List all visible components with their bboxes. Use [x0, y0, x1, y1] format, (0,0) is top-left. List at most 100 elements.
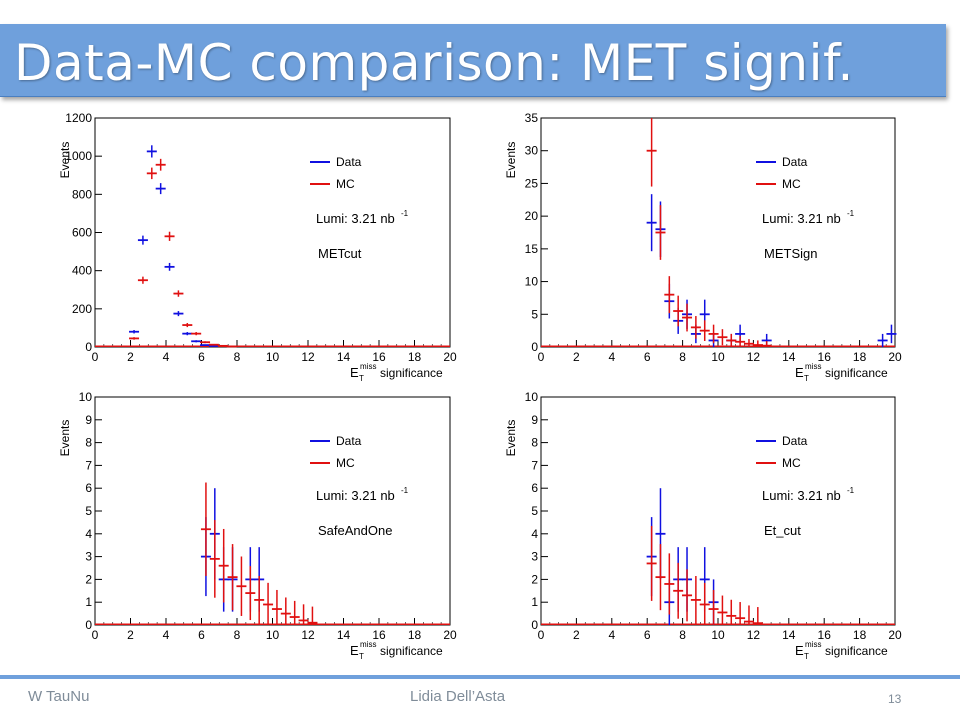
y-tick-label: 4: [531, 527, 538, 541]
y-tick-label: 5: [85, 504, 92, 518]
x-tick-label: 14: [337, 350, 351, 364]
chart-panel-METcut: 0 2 4 6 8 10 12 14 16 18 20020040060080010001200Ev…: [58, 111, 457, 383]
x-axis-label: significance: [380, 366, 443, 380]
x-axis-label: significance: [825, 644, 888, 658]
x-tick-label: 10: [711, 628, 725, 642]
y-tick-label: 600: [72, 226, 92, 240]
y-axis-label: Events: [58, 420, 72, 457]
y-tick-label: 2: [531, 572, 538, 586]
x-tick-label: 12: [301, 628, 315, 642]
y-tick-label: 0: [85, 618, 92, 632]
legend-label-data: Data: [782, 434, 808, 448]
y-tick-label: 3: [85, 550, 92, 564]
x-axis-superscript: miss: [805, 362, 821, 371]
y-tick-label: 5: [531, 504, 538, 518]
selection-label: Et_cut: [764, 523, 801, 538]
y-tick-label: 30: [525, 144, 539, 158]
x-tick-label: 0: [92, 350, 99, 364]
y-tick-label: 8: [85, 436, 92, 450]
selection-label: METSign: [764, 246, 817, 261]
x-tick-label: 12: [747, 350, 761, 364]
x-tick-label: 10: [266, 350, 280, 364]
x-tick-label: 6: [644, 628, 651, 642]
lumi-label: Lumi: 3.21 nb: [762, 211, 841, 226]
x-axis-superscript: miss: [360, 362, 376, 371]
x-tick-label: 18: [408, 350, 422, 364]
y-tick-label: 15: [525, 242, 539, 256]
x-axis-superscript: miss: [805, 640, 821, 649]
y-tick-label: 0: [531, 618, 538, 632]
x-tick-label: 2: [127, 350, 134, 364]
x-tick-label: 20: [443, 350, 457, 364]
legend-label-data: Data: [336, 434, 362, 448]
lumi-exponent: -1: [401, 486, 409, 495]
lumi-exponent: -1: [847, 209, 855, 218]
legend-label-data: Data: [782, 155, 808, 169]
x-tick-label: 0: [92, 628, 99, 642]
y-tick-label: 5: [531, 307, 538, 321]
x-axis-label: significance: [380, 644, 443, 658]
x-tick-label: 16: [372, 350, 386, 364]
x-axis-symbol: E: [795, 643, 804, 658]
x-tick-label: 18: [853, 350, 867, 364]
x-tick-label: 12: [747, 628, 761, 642]
x-tick-label: 18: [408, 628, 422, 642]
x-tick-label: 16: [818, 628, 832, 642]
footer-divider: [0, 675, 960, 679]
selection-label: SafeAndOne: [318, 523, 392, 538]
y-tick-label: 200: [72, 302, 92, 316]
x-tick-label: 4: [163, 628, 170, 642]
y-tick-label: 7: [85, 458, 92, 472]
y-tick-label: 0: [85, 340, 92, 354]
legend-label-mc: MC: [782, 177, 801, 191]
y-tick-label: 9: [531, 413, 538, 427]
x-axis-subscript: T: [804, 374, 809, 383]
legend-label-data: Data: [336, 155, 362, 169]
x-tick-label: 4: [608, 628, 615, 642]
x-tick-label: 4: [163, 350, 170, 364]
y-tick-label: 8: [531, 436, 538, 450]
x-tick-label: 10: [711, 350, 725, 364]
x-axis-superscript: miss: [360, 640, 376, 649]
plot-frame: [94, 396, 451, 626]
footer-author: Lidia Dell’Asta: [410, 688, 506, 705]
x-tick-label: 6: [644, 350, 651, 364]
page-title: Data-MC comparison: MET signif.: [14, 34, 854, 92]
y-tick-label: 10: [79, 390, 93, 404]
y-tick-label: 1: [531, 595, 538, 609]
x-tick-label: 16: [372, 628, 386, 642]
x-tick-label: 12: [301, 350, 315, 364]
title-bar: [0, 24, 946, 97]
x-tick-label: 0: [538, 628, 545, 642]
x-tick-label: 20: [888, 350, 902, 364]
x-tick-label: 2: [573, 350, 580, 364]
y-tick-label: 4: [85, 527, 92, 541]
legend-label-mc: MC: [336, 456, 355, 470]
x-tick-label: 6: [198, 350, 205, 364]
x-tick-label: 8: [234, 628, 241, 642]
y-tick-label: 6: [85, 481, 92, 495]
x-tick-label: 8: [679, 628, 686, 642]
y-tick-label: 1: [85, 595, 92, 609]
x-tick-label: 10: [266, 628, 280, 642]
lumi-exponent: -1: [847, 486, 855, 495]
legend-label-mc: MC: [336, 177, 355, 191]
y-tick-label: 10: [525, 390, 539, 404]
y-tick-label: 35: [525, 111, 539, 125]
x-axis-symbol: E: [350, 365, 359, 380]
y-tick-label: 1200: [65, 111, 92, 125]
x-tick-label: 8: [234, 350, 241, 364]
lumi-label: Lumi: 3.21 nb: [316, 211, 395, 226]
x-axis-subscript: T: [359, 652, 364, 661]
x-tick-label: 4: [608, 350, 615, 364]
y-axis-label: Events: [504, 142, 518, 179]
x-tick-label: 14: [782, 350, 796, 364]
lumi-label: Lumi: 3.21 nb: [762, 488, 841, 503]
y-tick-label: 2: [85, 572, 92, 586]
x-axis-subscript: T: [804, 652, 809, 661]
y-tick-label: 25: [525, 176, 539, 190]
x-tick-label: 6: [198, 628, 205, 642]
x-tick-label: 14: [782, 628, 796, 642]
